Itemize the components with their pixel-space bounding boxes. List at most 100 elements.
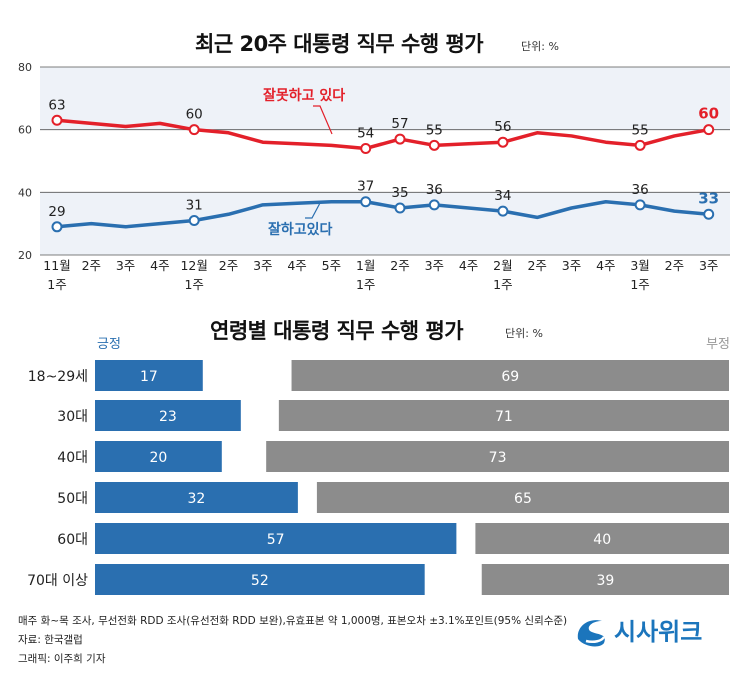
data-label: 63 [48,97,65,113]
x-tick-label: 3주 [425,258,444,273]
data-point [360,142,372,154]
data-label: 34 [494,188,511,204]
data-label: 54 [357,125,374,141]
sisaweek-logo: 시사위크 [577,618,702,647]
data-label: 56 [494,119,511,135]
y-tick-label: 40 [18,186,32,199]
x-tick-label: 1월 [356,258,375,273]
bar-positive [95,441,222,472]
x-tick-label: 3주 [253,258,272,273]
category-label: 18~29세 [28,369,88,385]
data-label: 35 [391,185,408,201]
graphic-credit: 그래픽: 이주희 기자 [18,653,106,665]
plot-band [40,67,730,130]
data-point [51,114,63,126]
category-label: 50대 [57,491,88,507]
value-label-positive: 52 [251,573,269,589]
x-tick-label: 4주 [150,258,169,273]
category-label: 30대 [57,409,88,425]
x-tick-label: 1주 [356,277,375,292]
bar-negative [475,523,729,554]
category-label: 60대 [57,532,88,548]
x-tick-label: 4주 [459,258,478,273]
source-note: 자료: 한국갤럽 [18,634,83,646]
x-tick-label: 2월 [493,258,512,273]
data-label: 37 [357,179,374,195]
value-label-negative: 65 [514,491,532,507]
series-name-label: 잘못하고 있다 [263,87,345,104]
x-tick-label: 2주 [219,258,238,273]
data-point [360,196,372,208]
value-label-negative: 73 [489,450,507,466]
data-label: 36 [426,182,443,198]
value-label-positive: 17 [140,369,158,385]
bar-chart-unit: 단위: % [505,327,543,340]
data-point [634,199,646,211]
data-point [188,215,200,227]
data-label: 31 [186,198,203,214]
data-label: 55 [632,122,649,138]
y-tick-label: 20 [18,249,32,262]
data-point [703,124,715,136]
line-chart-title: 최근 20주 대통령 직무 수행 평가 [195,32,484,56]
data-point [394,133,406,145]
x-tick-label: 3주 [699,258,718,273]
data-point [188,124,200,136]
data-label: 57 [391,116,408,132]
x-tick-label: 12월 [180,258,207,273]
bar-negative [291,360,729,391]
x-tick-label: 1주 [47,277,66,292]
x-tick-label: 2주 [82,258,101,273]
x-tick-label: 1주 [630,277,649,292]
bar-negative [266,441,729,472]
x-tick-label: 4주 [287,258,306,273]
series-name-label: 잘하고있다 [268,221,333,238]
legend-positive: 긍정 [97,337,121,352]
data-point [497,205,509,217]
value-label-positive: 32 [188,491,206,507]
x-tick-label: 3주 [116,258,135,273]
leader-line [313,105,333,135]
data-label: 60 [186,107,203,123]
bar-negative [278,400,729,431]
value-label-positive: 23 [159,409,177,425]
bar-positive [95,564,425,595]
value-label-negative: 39 [596,573,614,589]
x-tick-label: 1주 [184,277,203,292]
x-tick-label: 2주 [527,258,546,273]
bar-positive [95,482,298,513]
x-tick-label: 2주 [390,258,409,273]
line-chart: 20 40 60 80 11월 1주 2주 3주 4주 12월 1주 2주 3주 4주 5주 1월 1주 2주 3주… [18,61,730,292]
data-label: 33 [698,189,719,207]
x-tick-label: 1주 [493,277,512,292]
x-tick-label: 2주 [665,258,684,273]
bar-negative [481,564,729,595]
series-line [56,199,709,229]
data-point [394,202,406,214]
x-tick-label: 5주 [322,258,341,273]
data-point [428,199,440,211]
data-point [497,136,509,148]
logo-text: 시사위크 [614,618,702,646]
data-point [703,208,715,220]
legend-negative: 부정 [706,337,730,352]
value-label-positive: 57 [267,532,285,548]
value-label-negative: 71 [495,409,513,425]
leader-line [305,202,321,219]
category-label: 40대 [57,450,88,466]
data-label: 55 [426,122,443,138]
value-label-negative: 40 [593,532,611,548]
y-tick-label: 80 [18,61,32,74]
data-label: 60 [698,105,719,123]
x-tick-label: 3주 [562,258,581,273]
line-chart-unit: 단위: % [521,40,559,53]
x-tick-label: 3월 [630,258,649,273]
bar-positive [95,360,203,391]
bar-negative [316,482,729,513]
data-point [428,139,440,151]
data-point [634,139,646,151]
value-label-positive: 20 [149,450,167,466]
bar-positive [95,523,457,554]
category-label: 70대 이상 [27,573,88,589]
data-point [51,221,63,233]
